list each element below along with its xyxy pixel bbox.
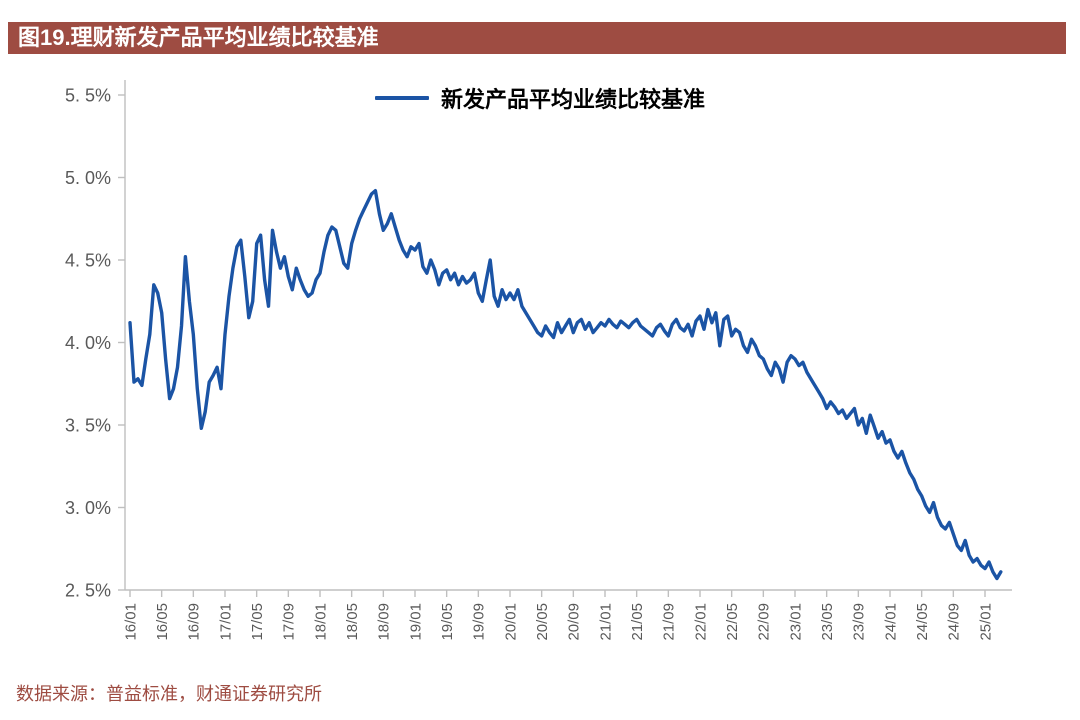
y-tick-label: 4. 0% <box>65 333 111 353</box>
x-tick-label: 18/09 <box>376 603 393 641</box>
x-tick-label: 24/09 <box>946 603 963 641</box>
x-tick-label: 17/05 <box>249 603 266 641</box>
x-tick-label: 16/01 <box>122 603 139 641</box>
line-chart-svg: 5. 5% 5. 0% 4. 5% 4. 0% 3. 5% 3. 0% 2. 5% 16/01… <box>65 80 1012 641</box>
x-tick-label: 23/05 <box>819 603 836 641</box>
x-tick-label: 23/09 <box>851 603 868 641</box>
x-tick-label: 16/09 <box>186 603 203 641</box>
y-tick-label: 3. 5% <box>65 415 111 435</box>
series-line <box>128 189 1003 581</box>
x-tick-label: 16/05 <box>154 603 171 641</box>
figure-title: 图19.理财新发产品平均业绩比较基准 <box>18 25 379 50</box>
figure-title-bar: 图19.理财新发产品平均业绩比较基准 <box>8 22 1066 54</box>
x-tick-label: 24/01 <box>882 603 899 641</box>
y-tick-label: 2. 5% <box>65 580 111 600</box>
x-tick-label: 22/05 <box>724 603 741 641</box>
x-tick-label: 18/01 <box>312 603 329 641</box>
x-tick-label: 19/05 <box>439 603 456 641</box>
x-tick-label: 20/09 <box>566 603 583 641</box>
x-tick-label: 17/09 <box>281 603 298 641</box>
x-tick-label: 21/01 <box>597 603 614 641</box>
x-tick-label: 23/01 <box>787 603 804 641</box>
x-tick-label: 21/09 <box>661 603 678 641</box>
x-tick-label: 22/01 <box>692 603 709 641</box>
x-tick-label: 19/01 <box>407 603 424 641</box>
x-tick-label: 18/05 <box>344 603 361 641</box>
y-tick-label: 3. 0% <box>65 498 111 518</box>
x-tick-label: 19/09 <box>471 603 488 641</box>
x-tick-label: 20/01 <box>502 603 519 641</box>
x-tick-label: 25/01 <box>977 603 994 641</box>
y-tick-label: 5. 5% <box>65 85 111 105</box>
legend-line-swatch <box>374 96 429 100</box>
x-tick-label: 22/09 <box>756 603 773 641</box>
y-tick-label: 5. 0% <box>65 168 111 188</box>
x-tick-label: 17/01 <box>217 603 234 641</box>
y-tick-label: 4. 5% <box>65 250 111 270</box>
x-tick-label: 20/05 <box>534 603 551 641</box>
legend-label: 新发产品平均业绩比较基准 <box>440 87 705 112</box>
x-tick-label: 24/05 <box>914 603 931 641</box>
chart-legend: 新发产品平均业绩比较基准 <box>0 82 1080 114</box>
data-source: 数据来源：普益标准，财通证券研究所 <box>16 684 322 704</box>
x-tick-label: 21/05 <box>629 603 646 641</box>
